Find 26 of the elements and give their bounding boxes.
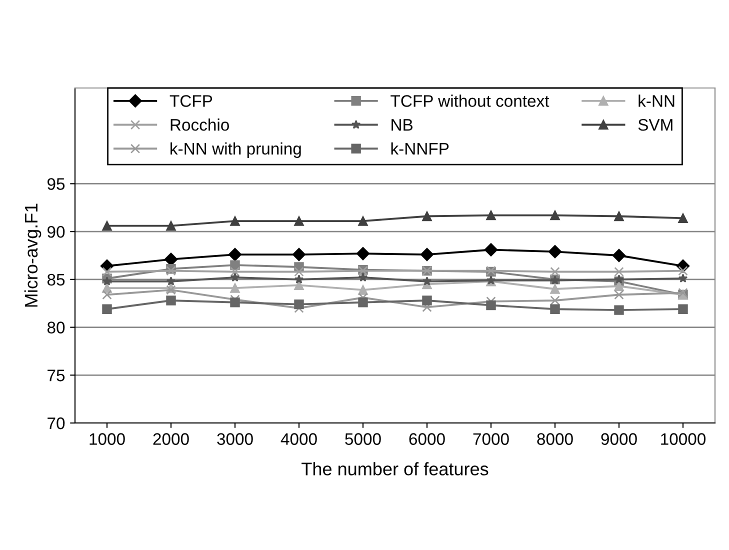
y-tick-label: 90 bbox=[48, 226, 65, 238]
y-axis-title: Micro-avg.F1 bbox=[24, 204, 42, 307]
x-tick-label: 7000 bbox=[473, 433, 509, 445]
x-tick-label: 4000 bbox=[280, 433, 317, 445]
legend-label: k-NN with pruning bbox=[170, 142, 301, 158]
x-tick-label: 2000 bbox=[153, 433, 189, 445]
legend-label: SVM bbox=[638, 118, 672, 131]
legend-label: TCFP bbox=[170, 95, 212, 107]
x-tick-label: 8000 bbox=[537, 433, 573, 445]
x-tick-label: 5000 bbox=[345, 433, 381, 445]
legend-label: TCFP without context bbox=[390, 94, 550, 107]
legend-label: NB bbox=[392, 119, 413, 131]
y-tick-label: 80 bbox=[47, 322, 65, 334]
x-tick-label: 3000 bbox=[217, 433, 253, 445]
x-tick-label: 6000 bbox=[409, 433, 445, 445]
y-tick-label: 75 bbox=[48, 370, 65, 382]
x-tick-label: 1000 bbox=[90, 433, 125, 445]
x-axis-title: The number of features bbox=[302, 462, 488, 476]
x-tick-label: 10000 bbox=[661, 433, 706, 445]
y-tick-label: 85 bbox=[47, 274, 65, 286]
y-tick-label: 70 bbox=[48, 417, 65, 430]
legend-label: k-NN bbox=[638, 94, 674, 107]
y-tick-label: 95 bbox=[48, 178, 65, 190]
legend-label: Rocchio bbox=[170, 118, 229, 131]
x-tick-label: 9000 bbox=[601, 433, 637, 445]
legend-label: k-NNFP bbox=[391, 142, 449, 154]
